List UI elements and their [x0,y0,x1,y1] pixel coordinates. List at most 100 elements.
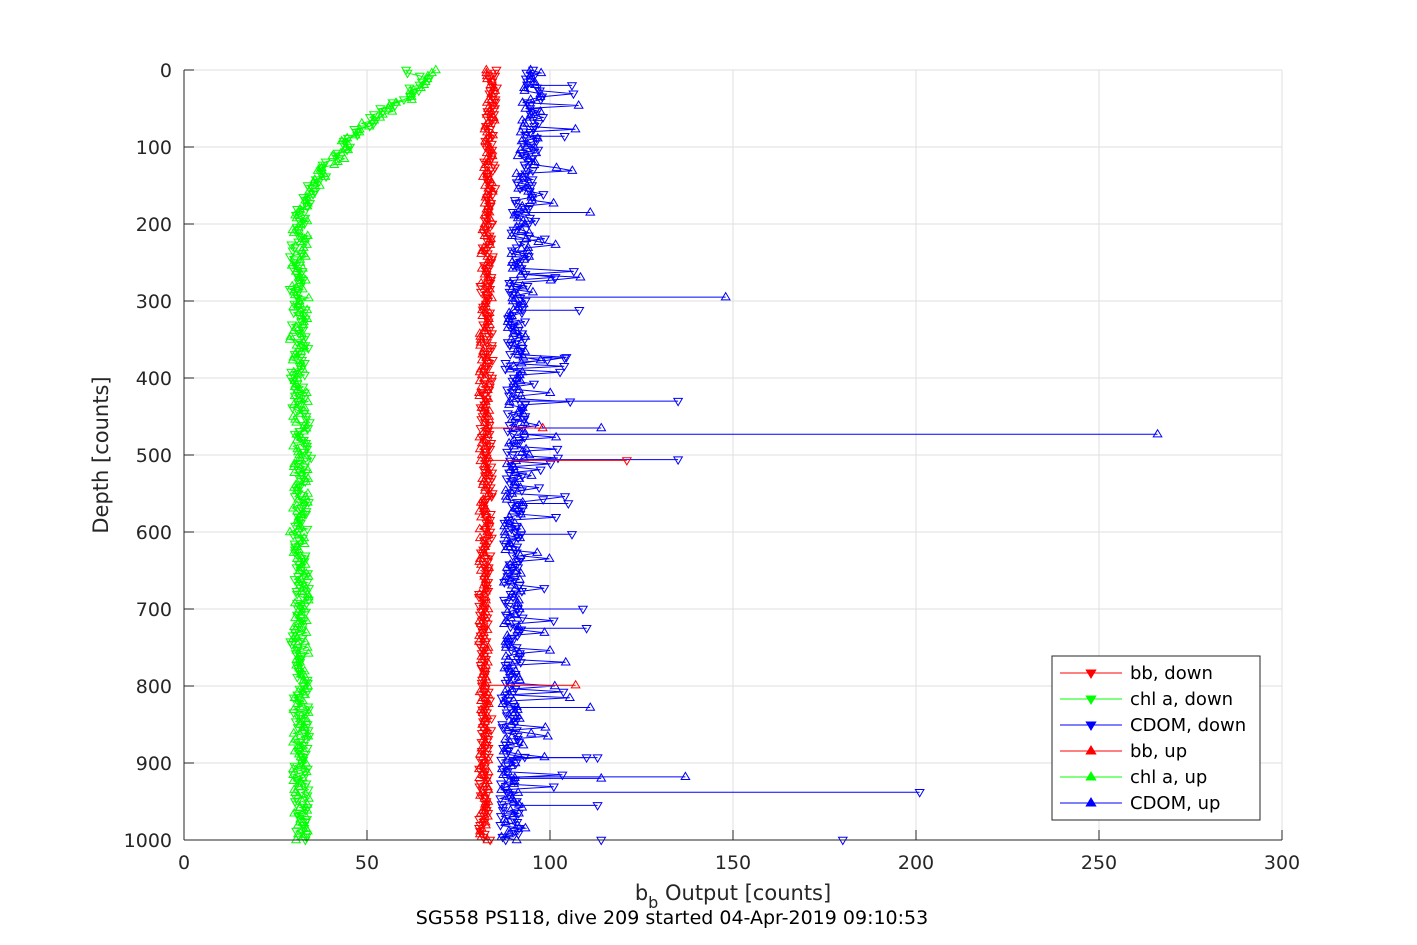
series-2-point-25 [518,140,529,150]
series-4-point-212 [289,692,300,702]
series-3-point-195 [483,642,494,651]
series-1-point-114 [287,404,298,414]
series-3-point-6 [488,82,500,91]
series-1-point-133 [292,460,304,470]
spike-point-19 [566,82,578,91]
series-0-point-223 [485,727,497,736]
series-5-point-115 [513,405,525,414]
series-5-point-45 [548,197,559,207]
series-1-point-22 [352,131,363,141]
series-5-point-158 [514,532,526,542]
series-4-point-237 [301,766,312,776]
series-4-point-1 [426,67,437,77]
series-5-point-241 [508,778,520,787]
series-5-point-219 [514,713,525,722]
spike-point-11 [577,605,589,615]
series-1-point-42 [307,191,319,200]
series-5-point-12 [573,100,584,109]
series-3-point-54 [477,224,488,234]
legend-label-0: bb, down [1130,663,1213,684]
series-5-point-247 [508,796,519,805]
series-3-point-136 [483,467,494,476]
series-2-point-106 [528,380,540,390]
series-3-point-185 [480,612,491,622]
series-4-point-98 [287,354,298,364]
series-5-point-169 [511,565,522,574]
series-2-point-123 [507,431,519,440]
spike-point-13 [585,702,596,711]
series-1-point-118 [300,416,312,425]
series-4-point-248 [302,798,313,808]
series-3-point-236 [473,763,485,773]
series-5-point-28 [530,147,542,157]
series-5-point-130 [524,449,535,459]
series-2-point-227 [513,739,525,748]
series-4-point-131 [294,452,306,462]
axes [183,69,1283,841]
series-4-point-193 [300,636,311,645]
series-4-point-11 [390,97,402,106]
series-1-point-198 [296,653,307,662]
series-5-point-70 [575,271,586,281]
series-2-point-181 [503,602,515,612]
series-4-point-47 [294,203,306,213]
series-5-point-248 [513,798,525,808]
series-5-point-206 [514,674,525,684]
series-3-point-3 [482,73,493,83]
series-4-point-116 [294,408,305,417]
series-2-point-144 [559,493,571,502]
series-5-point-166 [511,556,522,565]
series-2-point-159 [507,537,519,547]
series-3-point-213 [475,695,487,705]
series-0-point-44 [482,197,493,206]
series-4-point-9 [406,91,417,100]
series-4-point-102 [288,366,299,376]
series-5-point-112 [504,396,515,405]
series-3-point-233 [483,754,494,764]
series-3-point-100 [479,360,491,370]
series-4-point-50 [291,212,302,222]
series-5-point-159 [501,535,512,545]
series-5-point-21 [515,126,526,136]
series-2-point-164 [507,552,518,562]
series-3-point-15 [481,108,493,118]
series-2-point-121 [517,425,528,434]
series-3-point-238 [477,769,488,779]
series-3-point-144 [482,490,493,500]
series-4-point-194 [292,639,304,648]
series-5-point-197 [514,647,525,657]
series-2-point-147 [506,502,518,511]
y-tick-label-6: 600 [136,522,172,544]
series-5-point-109 [545,387,556,397]
series-5-point-141 [515,482,526,491]
series-4-point-257 [302,825,313,835]
series-2-point-116 [502,410,514,420]
series-4-point-63 [300,251,311,260]
series-5-point-119 [519,416,530,426]
series-2-point-260 [500,836,511,846]
series-2-point-67 [516,265,527,274]
series-3-point-70 [482,271,494,281]
series-5-point-200 [560,656,571,666]
series-0-point-159 [478,537,490,547]
series-3-point-108 [482,384,493,394]
series-4-point-81 [301,304,313,314]
legend-marker-5 [1085,797,1097,807]
x-tick-label-3: 150 [715,852,751,874]
series-3-point-189 [482,624,493,633]
series-4-point-110 [289,390,300,399]
series-3-point-9 [488,91,499,100]
series-4-point-179 [303,594,314,604]
series-5-point-71 [545,274,556,284]
series-0-point-143 [487,490,498,499]
series-0-point-10 [490,96,501,106]
series-1-point-215 [303,703,314,713]
series-5-point-144 [500,490,512,500]
series-3-point-142 [479,485,491,494]
series-5-point-155 [516,523,527,533]
series-1-point-231 [300,750,311,760]
x-tick-label-4: 200 [898,852,934,874]
series-1-point-223 [303,727,314,736]
series-5-point-33 [551,162,562,171]
series-3-point-130 [476,449,488,459]
